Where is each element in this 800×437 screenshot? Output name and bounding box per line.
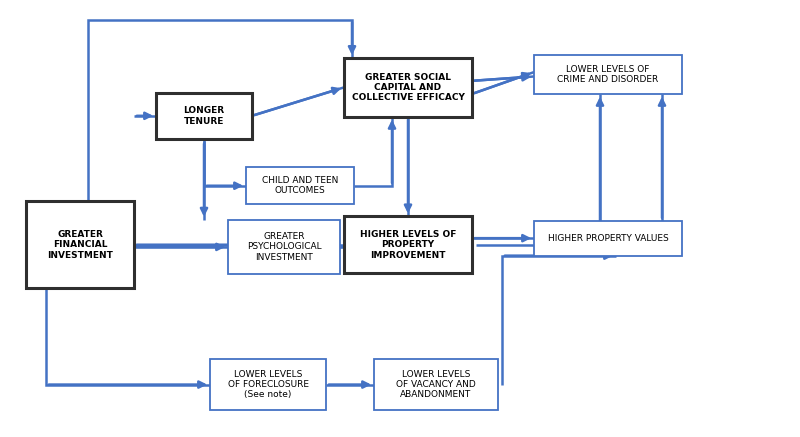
FancyBboxPatch shape xyxy=(210,359,326,410)
Text: LOWER LEVELS OF
CRIME AND DISORDER: LOWER LEVELS OF CRIME AND DISORDER xyxy=(558,65,658,84)
Text: CHILD AND TEEN
OUTCOMES: CHILD AND TEEN OUTCOMES xyxy=(262,176,338,195)
FancyBboxPatch shape xyxy=(344,58,472,117)
Text: GREATER
FINANCIAL
INVESTMENT: GREATER FINANCIAL INVESTMENT xyxy=(47,230,113,260)
FancyBboxPatch shape xyxy=(246,167,354,205)
FancyBboxPatch shape xyxy=(228,219,340,274)
FancyBboxPatch shape xyxy=(534,221,682,256)
Text: LOWER LEVELS
OF VACANCY AND
ABANDONMENT: LOWER LEVELS OF VACANCY AND ABANDONMENT xyxy=(396,370,476,399)
Text: LONGER
TENURE: LONGER TENURE xyxy=(183,106,225,125)
FancyBboxPatch shape xyxy=(344,216,472,273)
Text: GREATER
PSYCHOLOGICAL
INVESTMENT: GREATER PSYCHOLOGICAL INVESTMENT xyxy=(246,232,322,262)
FancyBboxPatch shape xyxy=(156,93,252,139)
FancyBboxPatch shape xyxy=(374,359,498,410)
FancyBboxPatch shape xyxy=(534,55,682,94)
Text: HIGHER PROPERTY VALUES: HIGHER PROPERTY VALUES xyxy=(548,234,668,243)
Text: GREATER SOCIAL
CAPITAL AND
COLLECTIVE EFFICACY: GREATER SOCIAL CAPITAL AND COLLECTIVE EF… xyxy=(351,73,465,102)
Text: HIGHER LEVELS OF
PROPERTY
IMPROVEMENT: HIGHER LEVELS OF PROPERTY IMPROVEMENT xyxy=(360,230,456,260)
Text: LOWER LEVELS
OF FORECLOSURE
(See note): LOWER LEVELS OF FORECLOSURE (See note) xyxy=(227,370,309,399)
FancyBboxPatch shape xyxy=(26,201,134,288)
